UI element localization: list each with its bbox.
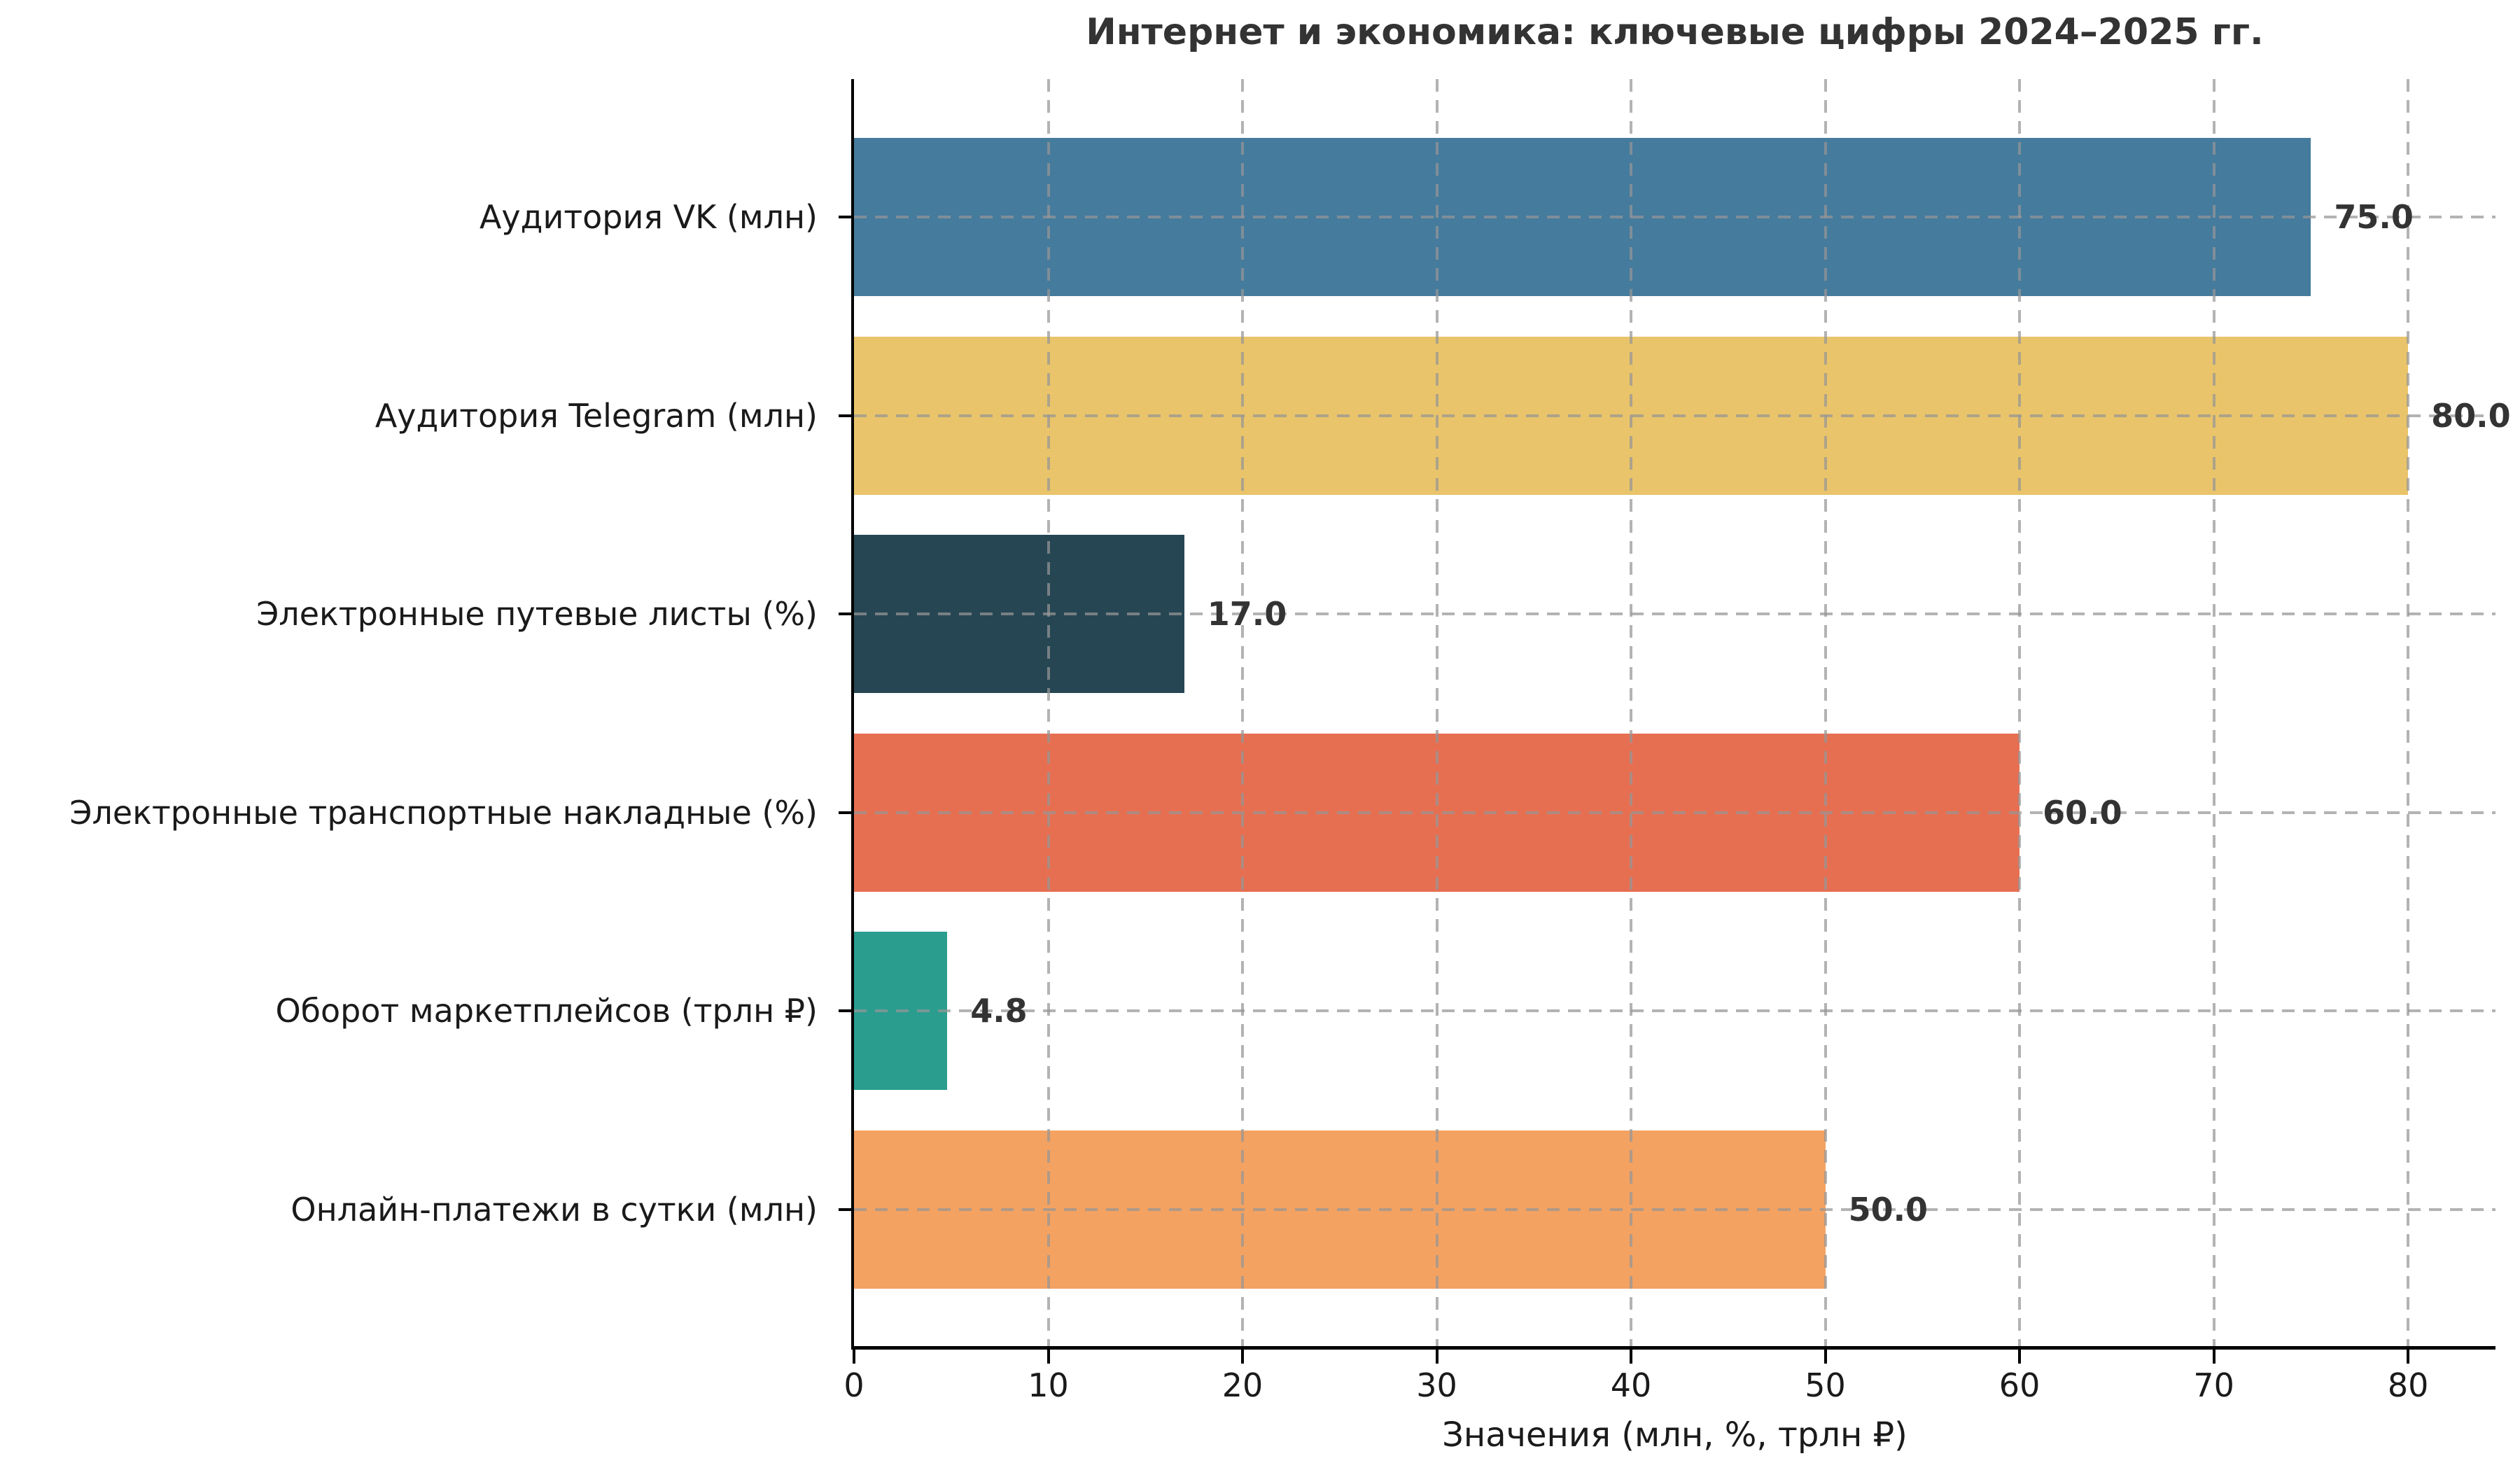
x-tick-mark [853, 1350, 855, 1364]
y-tick-mark [839, 1208, 854, 1211]
x-axis-label: Значения (млн, %, трлн ₽) [1442, 1415, 1907, 1455]
h-gridline [854, 811, 2496, 814]
y-tick-label: Оборот маркетплейсов (трлн ₽) [275, 992, 818, 1030]
v-gridline [1823, 79, 1827, 1346]
h-gridline [854, 414, 2496, 417]
y-tick-label: Онлайн-платежи в сутки (млн) [290, 1190, 818, 1228]
y-tick-mark [839, 612, 854, 615]
x-tick-label: 60 [1998, 1366, 2040, 1404]
x-tick-mark [1046, 1350, 1050, 1364]
x-tick-mark [2407, 1350, 2410, 1364]
h-gridline [854, 612, 2496, 615]
v-gridline [1241, 79, 1245, 1346]
x-tick-label: 40 [1610, 1366, 1652, 1404]
v-gridline [1046, 79, 1050, 1346]
plot-area: 75.0 80.0 17.0 60.0 4.8 50.0 [854, 79, 2511, 1346]
y-tick-label: Электронные путевые листы (%) [256, 595, 818, 633]
bar-value-label: 75.0 [2334, 198, 2414, 236]
chart-title: Интернет и экономика: ключевые цифры 202… [1086, 11, 2264, 53]
x-tick-label: 0 [844, 1366, 864, 1404]
y-tick-label: Аудитория VK (млн) [479, 198, 818, 236]
v-gridline [2018, 79, 2022, 1346]
bar-value-label: 80.0 [2431, 396, 2511, 435]
x-tick-label: 80 [2387, 1366, 2429, 1404]
x-tick-mark [1241, 1350, 1245, 1364]
x-tick-label: 20 [1222, 1366, 1264, 1404]
v-gridline [1435, 79, 1438, 1346]
h-gridline [854, 1009, 2496, 1012]
y-tick-mark [839, 414, 854, 417]
x-tick-label: 50 [1805, 1366, 1846, 1404]
x-tick-mark [1630, 1350, 1633, 1364]
v-gridline [2212, 79, 2216, 1346]
y-tick-mark [839, 216, 854, 218]
x-tick-mark [1823, 1350, 1827, 1364]
x-tick-label: 70 [2193, 1366, 2234, 1404]
y-tick-label: Аудитория Telegram (млн) [374, 396, 818, 435]
v-gridline [1630, 79, 1633, 1346]
bar-value-label: 50.0 [1848, 1190, 1928, 1228]
x-tick-mark [2018, 1350, 2022, 1364]
y-tick-mark [839, 1009, 854, 1012]
y-axis-spine [851, 79, 854, 1350]
x-tick-label: 30 [1416, 1366, 1457, 1404]
x-axis-spine [851, 1346, 2496, 1350]
x-tick-mark [2212, 1350, 2216, 1364]
h-gridline [854, 216, 2496, 218]
bar-value-label: 4.8 [970, 992, 1028, 1030]
bar-value-label: 17.0 [1207, 595, 1287, 633]
v-gridline [2407, 79, 2410, 1346]
h-gridline [854, 1208, 2496, 1211]
y-tick-mark [839, 811, 854, 814]
x-tick-label: 10 [1028, 1366, 1069, 1404]
x-tick-mark [1435, 1350, 1438, 1364]
bar-value-label: 60.0 [2043, 793, 2122, 832]
y-tick-label: Электронные транспортные накладные (%) [69, 793, 818, 832]
